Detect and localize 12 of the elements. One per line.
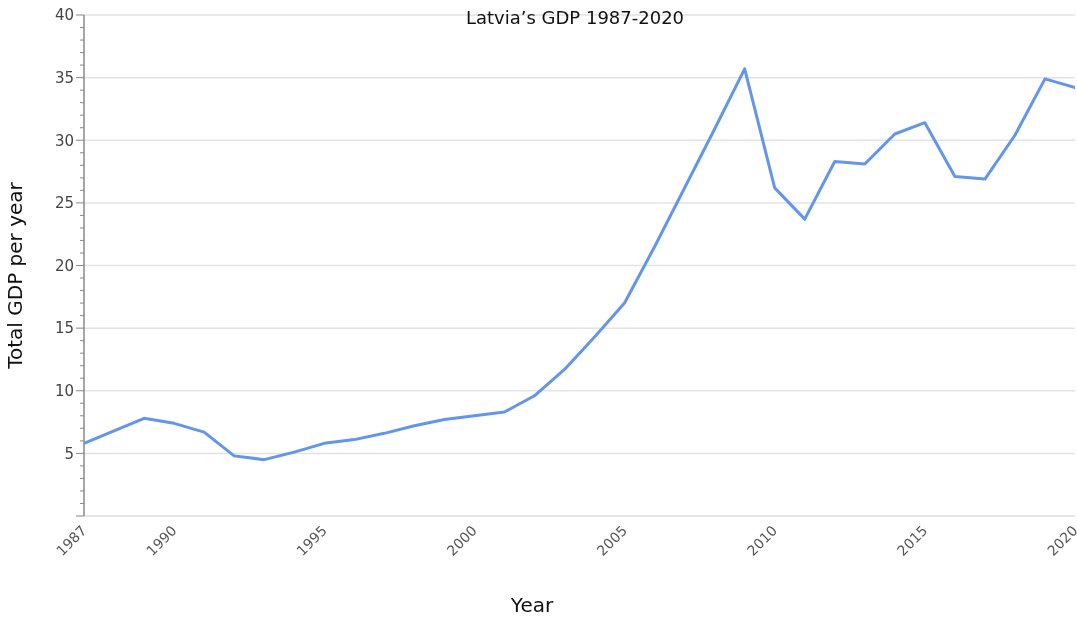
- y-tick-label: 20: [54, 256, 74, 275]
- y-axis-title: Total GDP per year: [3, 181, 27, 370]
- line-series: [84, 67, 1075, 462]
- chart-title: Latvia’s GDP 1987-2020: [465, 7, 685, 28]
- y-tick-label: 40: [54, 6, 74, 25]
- y-tick-label: 5: [64, 444, 74, 463]
- y-tick-label: 10: [54, 382, 74, 400]
- y-tick-label: 25: [54, 194, 74, 213]
- y-tick-label: 35: [54, 68, 74, 87]
- y-tick-label: 30: [54, 131, 74, 150]
- y-tick-label: 15: [54, 319, 74, 338]
- x-axis-title: Year: [509, 593, 554, 617]
